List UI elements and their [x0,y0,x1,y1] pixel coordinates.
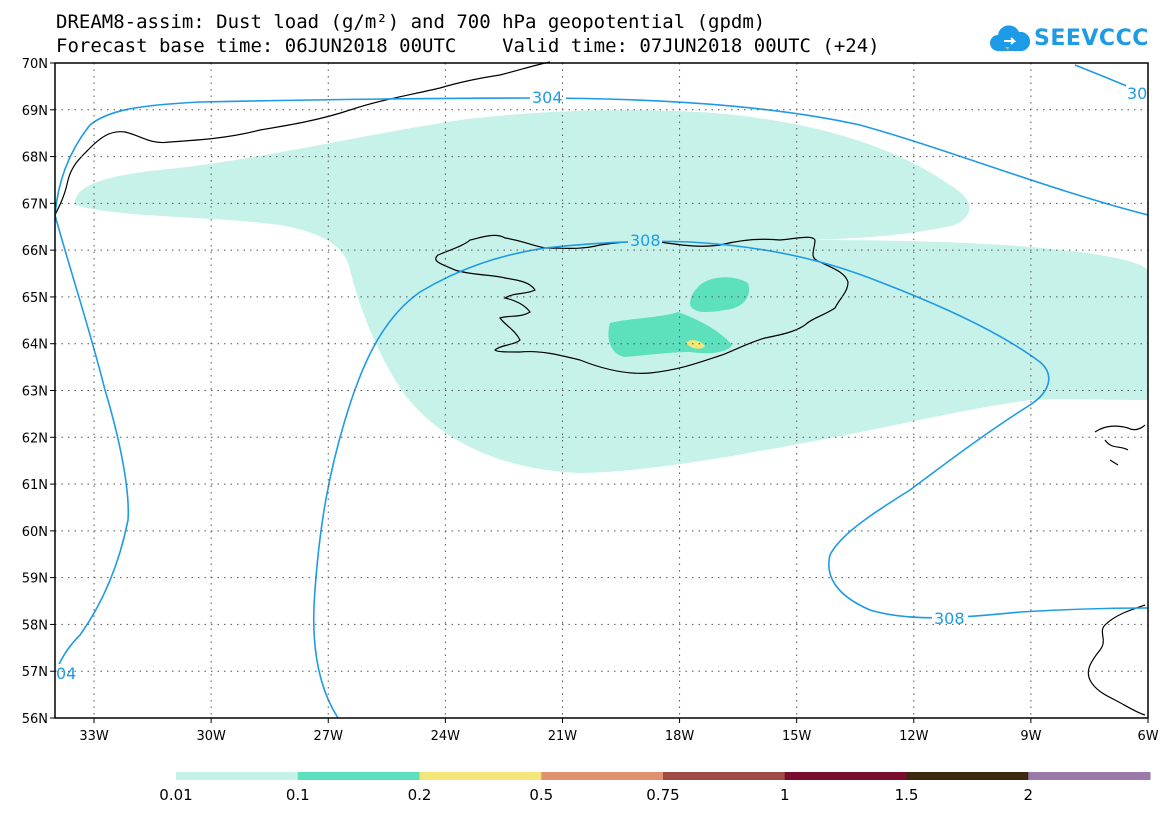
latitude-labels: 70N 69N 68N 67N 66N 65N 64N 63N 62N 61N 60N 59N 58N 5… [22,57,55,727]
lat-tick-label: 58N [22,618,48,633]
colorbar-label: 2 [1023,786,1034,804]
contour-label-30: 30 [1127,84,1147,103]
cloud-icon [990,25,1030,51]
colorbar-label: 0.1 [285,786,310,804]
lon-tick-label: 30W [196,729,226,744]
lat-tick-label: 69N [22,104,48,119]
colorbar-label: 1.5 [894,786,919,804]
colorbar-segment [1028,772,1151,780]
longitude-labels: 33W 30W 27W 24W 21W 18W 15W 12W 9W 6W [79,718,1159,744]
colorbar-label: 0.75 [646,786,680,804]
lon-tick-label: 9W [1020,729,1041,744]
colorbar-segment [176,772,299,780]
lon-tick-label: 12W [899,729,929,744]
dust-shading [74,110,1149,473]
contour-label-04: 04 [56,664,76,683]
lon-tick-label: 33W [79,729,109,744]
lat-tick-label: 65N [22,291,48,306]
lon-tick-label: 27W [314,729,344,744]
colorbar-label: 0.01 [159,786,193,804]
lat-tick-label: 60N [22,525,48,540]
dust-region-light [74,110,1149,473]
lat-tick-label: 56N [22,712,48,727]
lat-tick-label: 57N [22,665,48,680]
lat-tick-label: 64N [22,338,48,353]
contour-304-north [54,97,1149,216]
faroe-shetland-coastline [1094,424,1146,466]
colorbar-label: 1 [779,786,790,804]
contour-label-308-south: 308 [934,609,965,628]
colorbar-segment [906,772,1029,780]
colorbar-label: 0.2 [407,786,432,804]
colorbar-segment [297,772,420,780]
colorbar-segment [419,772,542,780]
contour-308 [312,240,1149,719]
lat-tick-label: 59N [22,572,48,587]
greenland-coastline [54,61,551,216]
map-title: DREAM8-assim: Dust load (g/m²) and 700 h… [56,11,766,33]
colorbar-segment [784,772,907,780]
lon-tick-label: 24W [431,729,461,744]
lon-tick-label: 21W [548,729,578,744]
contour-label-308-north: 308 [630,231,661,250]
colorbar-segment [541,772,664,780]
lat-tick-label: 68N [22,151,48,166]
contour-label-304: 304 [532,88,563,107]
lon-tick-label: 15W [782,729,812,744]
contour-labels: 304 308 308 30 04 [55,82,1148,683]
lat-tick-label: 63N [22,385,48,400]
logo-text: SEEVCCC [1034,25,1149,51]
lat-tick-label: 67N [22,197,48,212]
colorbar [176,772,1151,780]
colorbar-segment [663,772,786,780]
contour-304-west [54,214,130,676]
lat-tick-label: 61N [22,478,48,493]
dust-region-high [686,340,705,349]
dust-region-medium-north [690,277,750,313]
map-subtitle: Forecast base time: 06JUN2018 00UTC Vali… [56,35,880,57]
lat-tick-label: 66N [22,244,48,259]
lon-tick-label: 18W [665,729,695,744]
lat-tick-label: 70N [22,57,48,72]
lon-tick-label: 6W [1137,729,1158,744]
seevccc-logo: SEEVCCC [990,18,1149,58]
colorbar-label: 0.5 [529,786,554,804]
scotland-norway-coastline [1087,604,1146,716]
lat-tick-label: 62N [22,431,48,446]
grid-lines [55,63,1148,718]
